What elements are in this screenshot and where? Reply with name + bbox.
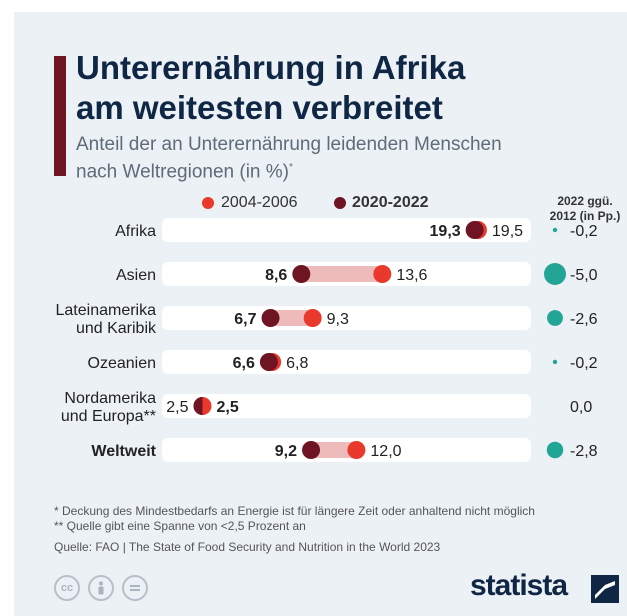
subtitle-line-2-text: nach Weltregionen (in %): [76, 161, 289, 183]
change-value-label: -0,2: [570, 355, 598, 372]
infographic-card: Unterernährung in Afrika am weitesten ve…: [14, 12, 627, 616]
dot-2004-2006: [373, 265, 392, 283]
change-header-line-1: 2022 ggü.: [557, 194, 613, 208]
row-bar-background: [162, 394, 531, 418]
row-label: Lateinamerika: [56, 302, 157, 319]
row-bar-background: [162, 306, 531, 330]
dot-2020-2022: [193, 397, 203, 415]
dot-2020-2022: [292, 265, 311, 283]
brand-logo-text[interactable]: statista: [470, 569, 568, 602]
row-label: und Europa**: [61, 408, 156, 425]
footnotes: * Deckung des Mindestbedarfs an Energie …: [54, 504, 624, 534]
change-value-label: 0,0: [570, 399, 592, 416]
row-label: Ozeanien: [88, 355, 157, 372]
change-connector: [311, 442, 357, 458]
row-bar-background: [162, 350, 531, 374]
value-label-2004-2006: 19,5: [492, 223, 523, 240]
title-line-1: Unterernährung in Afrika: [76, 49, 466, 86]
subtitle-line-2: nach Weltregionen (in %)*: [76, 156, 596, 183]
title-line-2: am weitesten verbreitet: [76, 89, 443, 126]
legend: 2004-2006 2020-2022: [14, 192, 554, 214]
footnote-1: * Deckung des Mindestbedarfs an Energie …: [54, 504, 535, 518]
value-label-2004-2006: 6,8: [286, 355, 308, 372]
value-label-2004-2006: 2,5: [166, 399, 188, 416]
change-value-label: -2,6: [570, 311, 598, 328]
dot-2020-2022: [465, 221, 484, 239]
value-label-2020-2022: 9,2: [275, 443, 297, 460]
value-label-2020-2022: 8,6: [265, 267, 287, 284]
subtitle-line-1: Anteil der an Unterernährung leidenden M…: [76, 134, 502, 155]
value-label-2004-2006: 13,6: [396, 267, 427, 284]
value-label-2020-2022: 19,3: [430, 223, 461, 240]
value-label-2020-2022: 2,5: [217, 399, 239, 416]
row-label: Weltweit: [91, 443, 156, 460]
change-value-label: -2,8: [570, 443, 598, 460]
dot-2004-2006: [347, 441, 366, 459]
attribution-icon[interactable]: [88, 575, 114, 601]
change-bubble: [544, 263, 566, 285]
row-label: Afrika: [115, 223, 156, 240]
dot-2020-2022: [259, 353, 278, 371]
row-label: und Karibik: [76, 320, 157, 337]
change-column-header: 2022 ggü. 2012 (in Pp.): [548, 194, 622, 224]
legend-old-label: 2004-2006: [221, 194, 298, 211]
row-bar-background: [162, 218, 531, 242]
legend-old-dot: [202, 197, 214, 209]
dot-2020-2022: [302, 441, 321, 459]
change-header-line-2: 2012 (in Pp.): [549, 209, 621, 223]
value-label-2004-2006: 12,0: [370, 443, 401, 460]
footnote-2: ** Quelle gibt eine Spanne von <2,5 Proz…: [54, 519, 306, 533]
change-value-label: -0,2: [570, 223, 598, 240]
chart-subtitle: Anteil der an Unterernährung leidenden M…: [76, 133, 596, 183]
value-label-2004-2006: 9,3: [327, 311, 349, 328]
dot-2020-2022: [261, 309, 280, 327]
cc-icon[interactable]: cc: [54, 575, 80, 601]
title-accent-bar: [54, 56, 66, 176]
value-label-2020-2022: 6,7: [234, 311, 256, 328]
change-connector: [301, 266, 383, 282]
dot-2004-2006: [303, 309, 322, 327]
legend-new-dot: [334, 197, 346, 209]
row-label: Asien: [116, 267, 156, 284]
value-label-2020-2022: 6,6: [233, 355, 255, 372]
no-derivatives-icon[interactable]: [122, 575, 148, 601]
source-note: Quelle: FAO | The State of Food Security…: [54, 540, 441, 554]
dumbbell-chart: Afrika 19,3 19,5 -0,2 Asien 8,6 13,6 -5,0 Latein…: [56, 218, 598, 462]
row-label: Nordamerika: [64, 390, 156, 407]
change-bubble: [552, 359, 558, 365]
chart-title: Unterernährung in Afrika am weitesten ve…: [76, 48, 616, 128]
change-connector: [270, 310, 313, 326]
change-bubble: [552, 227, 558, 233]
subtitle-footnote-marker: *: [288, 162, 293, 173]
change-bubble: [546, 441, 564, 459]
change-bubble: [547, 310, 563, 326]
legend-new-label: 2020-2022: [352, 194, 429, 211]
change-value-label: -5,0: [570, 267, 598, 284]
brand-logo-icon[interactable]: [591, 575, 619, 603]
